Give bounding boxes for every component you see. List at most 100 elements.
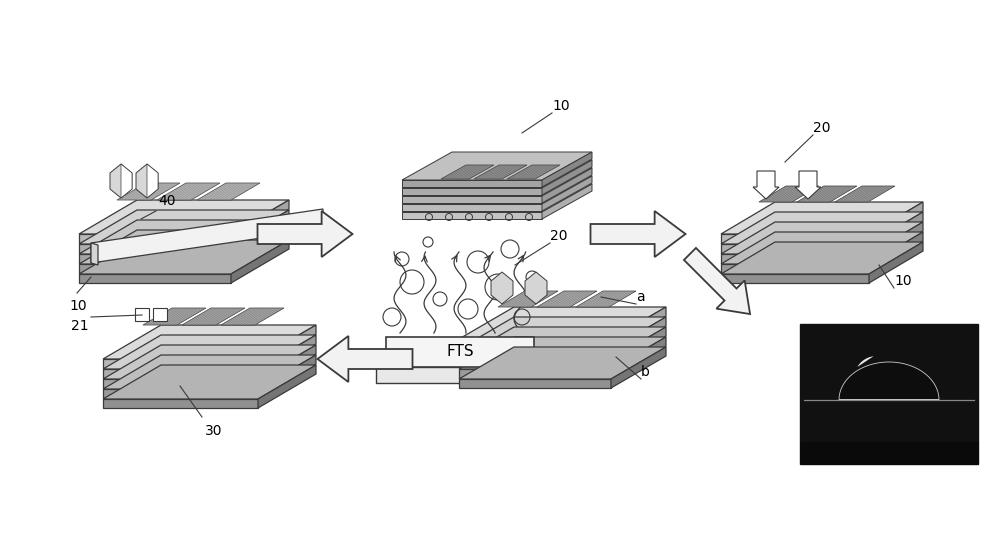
Polygon shape	[103, 325, 316, 359]
Polygon shape	[525, 272, 547, 304]
Polygon shape	[231, 240, 289, 283]
Polygon shape	[721, 212, 923, 244]
Polygon shape	[376, 367, 544, 383]
Polygon shape	[684, 248, 750, 314]
Polygon shape	[143, 308, 206, 325]
Bar	[800, 442, 978, 464]
Polygon shape	[103, 355, 316, 389]
Polygon shape	[79, 234, 231, 243]
Polygon shape	[103, 345, 316, 379]
Text: 20: 20	[813, 121, 830, 135]
Polygon shape	[147, 164, 158, 198]
Polygon shape	[869, 212, 923, 253]
Polygon shape	[459, 327, 666, 359]
Polygon shape	[402, 152, 592, 180]
Polygon shape	[491, 272, 513, 304]
Polygon shape	[135, 308, 149, 321]
Polygon shape	[258, 325, 316, 368]
Polygon shape	[153, 308, 167, 321]
Polygon shape	[231, 220, 289, 263]
Polygon shape	[759, 186, 819, 202]
Text: b: b	[641, 365, 650, 379]
Polygon shape	[110, 164, 132, 198]
Polygon shape	[797, 186, 857, 202]
Polygon shape	[182, 308, 245, 325]
Polygon shape	[402, 176, 592, 204]
Polygon shape	[459, 347, 666, 379]
Polygon shape	[402, 204, 542, 211]
Polygon shape	[498, 291, 558, 307]
Polygon shape	[542, 160, 592, 195]
Polygon shape	[721, 202, 923, 234]
Polygon shape	[459, 369, 611, 378]
Polygon shape	[79, 200, 289, 234]
Polygon shape	[611, 347, 666, 388]
Polygon shape	[136, 164, 158, 198]
Polygon shape	[79, 274, 231, 283]
Polygon shape	[117, 183, 180, 200]
Polygon shape	[402, 180, 542, 187]
Polygon shape	[402, 184, 592, 212]
Polygon shape	[103, 359, 258, 368]
Polygon shape	[103, 369, 258, 378]
Text: 10: 10	[552, 99, 570, 113]
Polygon shape	[402, 188, 542, 195]
Polygon shape	[869, 222, 923, 263]
Polygon shape	[459, 337, 666, 369]
Polygon shape	[318, 336, 413, 382]
Polygon shape	[103, 389, 258, 398]
Polygon shape	[79, 210, 289, 244]
Polygon shape	[402, 196, 542, 203]
Text: 40: 40	[158, 194, 176, 208]
Polygon shape	[611, 317, 666, 358]
Polygon shape	[402, 160, 592, 188]
Polygon shape	[459, 307, 666, 339]
Polygon shape	[258, 211, 352, 257]
Polygon shape	[721, 244, 869, 253]
Polygon shape	[542, 152, 592, 187]
Polygon shape	[121, 164, 132, 198]
Text: a: a	[636, 290, 645, 304]
Polygon shape	[611, 327, 666, 368]
Polygon shape	[157, 183, 220, 200]
Polygon shape	[402, 168, 592, 196]
Text: FTS: FTS	[446, 344, 474, 360]
Polygon shape	[79, 240, 289, 274]
Polygon shape	[231, 200, 289, 243]
Polygon shape	[721, 222, 923, 254]
Polygon shape	[542, 168, 592, 203]
Polygon shape	[459, 349, 611, 358]
Polygon shape	[857, 356, 874, 367]
Text: 10: 10	[894, 274, 912, 288]
Polygon shape	[721, 274, 869, 283]
Polygon shape	[835, 186, 895, 202]
Polygon shape	[258, 355, 316, 398]
Polygon shape	[231, 210, 289, 253]
Polygon shape	[79, 254, 231, 263]
Polygon shape	[258, 335, 316, 378]
Polygon shape	[721, 242, 923, 274]
Polygon shape	[839, 362, 939, 400]
Polygon shape	[231, 230, 289, 273]
Polygon shape	[611, 337, 666, 378]
Polygon shape	[79, 264, 231, 273]
Polygon shape	[869, 242, 923, 283]
Polygon shape	[795, 171, 821, 199]
Polygon shape	[590, 211, 686, 257]
Polygon shape	[258, 345, 316, 388]
Text: 30: 30	[205, 424, 222, 438]
Text: 20: 20	[550, 229, 568, 243]
Polygon shape	[721, 254, 869, 263]
Polygon shape	[91, 243, 98, 265]
Bar	[386, 337, 534, 367]
Polygon shape	[537, 291, 597, 307]
Polygon shape	[79, 230, 289, 264]
Polygon shape	[459, 379, 611, 388]
Polygon shape	[441, 165, 494, 179]
Polygon shape	[103, 399, 258, 408]
Bar	[800, 324, 978, 442]
Polygon shape	[542, 176, 592, 211]
Polygon shape	[721, 264, 869, 273]
Polygon shape	[103, 335, 316, 369]
Polygon shape	[869, 232, 923, 273]
